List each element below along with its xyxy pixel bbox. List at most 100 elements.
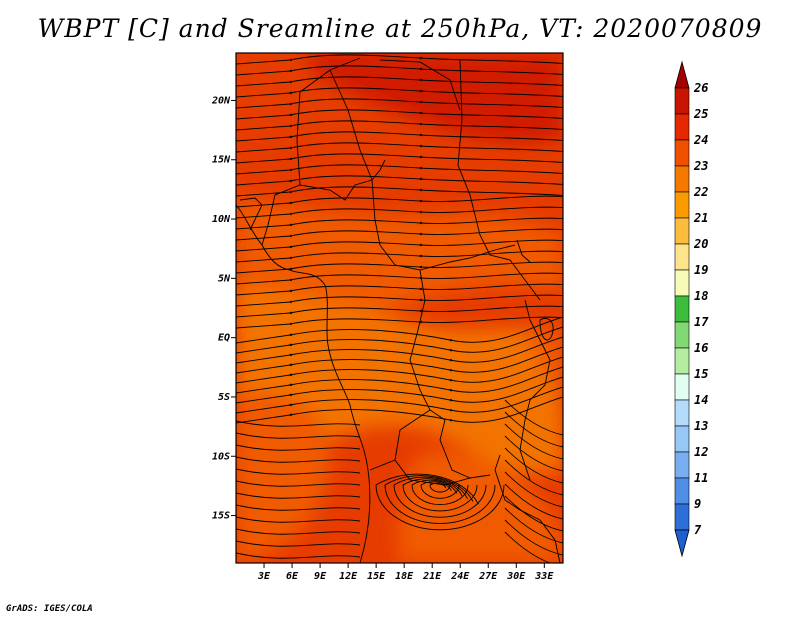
colorbar-label: 23 — [693, 159, 708, 173]
colorbar-swatch — [674, 503, 690, 531]
colorbar-label: 21 — [693, 211, 708, 225]
colorbar-label: 22 — [693, 185, 708, 199]
colorbar-swatch — [674, 321, 690, 349]
streamline — [236, 480, 361, 487]
streamline — [236, 76, 563, 87]
streamline — [236, 65, 563, 76]
longitude-axis: 3E 6E 9E 12E 15E 18E 21E 24E 27E 30E 33E — [257, 563, 554, 582]
wbpt-23-region-east — [520, 330, 563, 420]
colorbar-swatch — [674, 373, 690, 401]
colorbar-swatch — [674, 139, 690, 167]
streamline — [236, 164, 563, 175]
lat-tick-label: 15S — [212, 511, 230, 522]
lat-tick-label: EQ — [218, 333, 230, 344]
streamline — [236, 195, 563, 208]
wbpt-25-core-north — [300, 53, 563, 146]
colorbar-label: 15 — [694, 367, 708, 381]
grads-credit: GrADS: IGES/COLA — [6, 604, 93, 614]
colorbar-swatch — [674, 113, 690, 141]
streamline — [236, 206, 563, 219]
streamline — [236, 540, 361, 547]
streamline — [236, 175, 563, 186]
streamline — [504, 399, 563, 436]
streamline — [236, 336, 563, 364]
lon-tick-label: 33E — [534, 571, 554, 582]
streamline — [384, 475, 496, 524]
colorbar-swatch — [674, 243, 690, 271]
streamline — [236, 326, 563, 354]
colorbar-swatch — [674, 165, 690, 193]
streamline — [236, 305, 563, 318]
streamline — [411, 479, 469, 506]
streamline — [236, 492, 361, 499]
streamline — [236, 109, 563, 120]
colorbar-label: 26 — [693, 81, 708, 95]
streamline — [375, 473, 505, 531]
streamline — [236, 228, 563, 241]
colorbar-swatch — [674, 399, 690, 427]
colorbar-swatch — [674, 451, 690, 479]
streamline — [236, 294, 563, 307]
colorbar-label: 14 — [694, 393, 708, 407]
streamline — [402, 478, 478, 512]
colorbar-swatch — [674, 477, 690, 505]
colorbar-label: 17 — [694, 315, 709, 329]
lon-tick-label: 12E — [339, 571, 358, 582]
lat-tick-label: 10S — [212, 451, 230, 462]
streamline — [236, 283, 563, 296]
streamline — [236, 432, 361, 439]
lon-tick-label: 30E — [506, 571, 526, 582]
streamline — [393, 476, 487, 518]
streamline — [504, 411, 563, 448]
streamline — [236, 516, 361, 523]
lon-tick-label: 21E — [422, 571, 442, 582]
lon-tick-label: 18E — [395, 571, 414, 582]
streamline — [236, 420, 361, 427]
latitude-axis: 20N 15N 10N 5N EQ 5S 10S 15S — [211, 95, 236, 522]
colorbar-top-arrow — [674, 60, 690, 89]
colorbar-swatch — [674, 217, 690, 245]
streamline — [236, 504, 361, 511]
streamline — [504, 483, 563, 520]
streamline — [236, 272, 563, 285]
streamline — [236, 376, 563, 404]
streamline — [504, 459, 563, 496]
colorbar-swatch — [674, 295, 690, 323]
streamline — [236, 186, 563, 197]
streamline — [236, 54, 563, 65]
colorbar-label: 7 — [694, 523, 702, 537]
map-title: WBPT [C] and Sreamline at 250hPa, VT: 20… — [37, 14, 763, 43]
streamline — [429, 482, 451, 493]
lat-tick-label: 10N — [212, 214, 231, 225]
colorbar-bottom-arrow — [674, 529, 690, 558]
streamline — [504, 471, 563, 508]
streamline — [236, 153, 563, 164]
streamline — [236, 316, 563, 329]
streamline — [236, 142, 563, 153]
colorbar-swatch — [674, 269, 690, 297]
streamline — [504, 519, 563, 556]
colorbar-label: 24 — [693, 133, 708, 147]
streamline — [236, 528, 361, 535]
streamline — [236, 131, 563, 142]
colorbar-swatch — [674, 347, 690, 375]
streamline — [236, 444, 361, 451]
streamline — [236, 456, 361, 463]
colorbar-swatch — [674, 87, 690, 115]
streamline — [236, 552, 361, 559]
colorbar-label: 18 — [694, 289, 708, 303]
lat-tick-label: 15N — [212, 155, 231, 166]
lon-tick-label: 15E — [367, 571, 386, 582]
streamline — [236, 217, 563, 230]
colorbar-swatch — [674, 191, 690, 219]
streamline — [420, 481, 460, 499]
streamline — [236, 396, 563, 424]
colorbar-label: 13 — [694, 419, 708, 433]
wbpt-23-band-mid — [236, 195, 563, 330]
streamline — [236, 316, 563, 344]
wbpt-23-region-southwest — [236, 391, 331, 563]
lon-tick-label: 24E — [450, 571, 470, 582]
lon-tick-label: 9E — [314, 571, 327, 582]
streamline — [504, 495, 563, 532]
streamline — [236, 356, 563, 384]
